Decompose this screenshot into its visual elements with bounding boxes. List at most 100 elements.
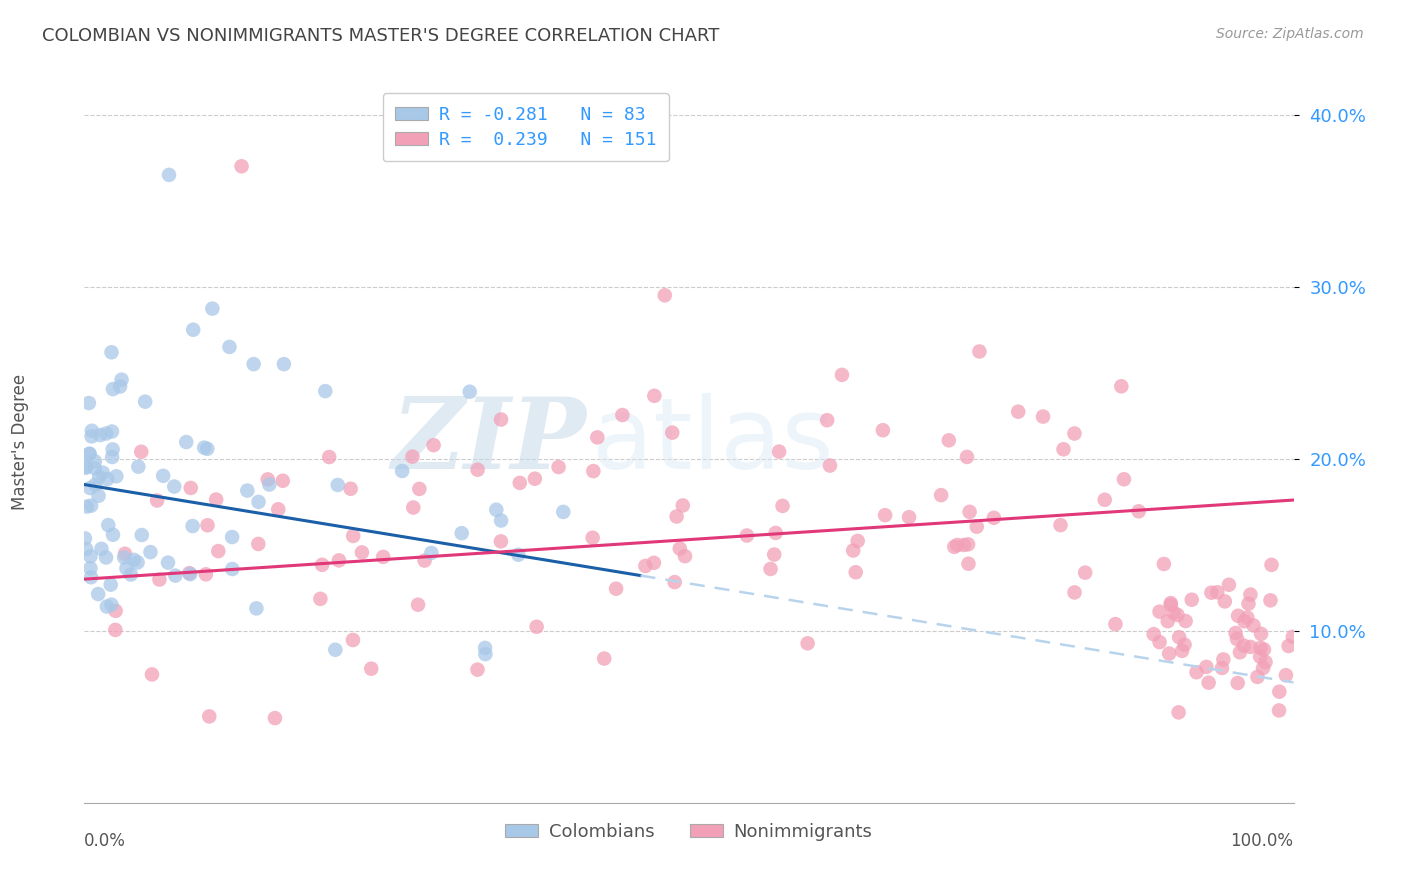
- Point: [966, 519, 988, 533]
- Point: [1171, 644, 1194, 658]
- Point: [73, 532, 96, 546]
- Point: [1275, 668, 1298, 682]
- Point: [101, 382, 124, 396]
- Point: [661, 425, 683, 440]
- Point: [474, 647, 496, 661]
- Point: [1226, 632, 1249, 646]
- Text: atlas: atlas: [592, 393, 834, 490]
- Point: [148, 573, 170, 587]
- Point: [179, 566, 201, 581]
- Point: [1249, 649, 1271, 664]
- Point: [110, 373, 132, 387]
- Point: [271, 474, 294, 488]
- Point: [77, 396, 100, 410]
- Point: [1226, 676, 1249, 690]
- Point: [1153, 557, 1175, 571]
- Point: [818, 458, 841, 473]
- Point: [101, 528, 124, 542]
- Point: [94, 550, 117, 565]
- Point: [256, 472, 278, 486]
- Point: [523, 472, 546, 486]
- Point: [75, 459, 97, 474]
- Point: [120, 567, 142, 582]
- Point: [489, 514, 512, 528]
- Point: [193, 441, 215, 455]
- Point: [1063, 426, 1085, 441]
- Point: [1268, 703, 1291, 717]
- Point: [83, 461, 105, 475]
- Text: ZIP: ZIP: [391, 393, 586, 490]
- Point: [129, 444, 152, 458]
- Point: [104, 604, 127, 618]
- Point: [1168, 630, 1191, 644]
- Point: [195, 442, 218, 456]
- Point: [221, 562, 243, 576]
- Point: [1246, 670, 1268, 684]
- Text: COLOMBIAN VS NONIMMIGRANTS MASTER'S DEGREE CORRELATION CHART: COLOMBIAN VS NONIMMIGRANTS MASTER'S DEGR…: [42, 27, 720, 45]
- Point: [181, 323, 204, 337]
- Point: [75, 541, 97, 556]
- Point: [79, 447, 101, 461]
- Point: [101, 442, 124, 457]
- Point: [247, 495, 270, 509]
- Point: [146, 493, 169, 508]
- Point: [1112, 472, 1135, 486]
- Point: [339, 482, 361, 496]
- Point: [422, 438, 444, 452]
- Point: [612, 408, 634, 422]
- Point: [489, 412, 512, 426]
- Point: [259, 477, 281, 491]
- Point: [318, 450, 340, 464]
- Point: [509, 475, 531, 490]
- Point: [408, 482, 430, 496]
- Point: [221, 530, 243, 544]
- Point: [1063, 585, 1085, 599]
- Point: [956, 450, 979, 464]
- Point: [929, 488, 952, 502]
- Legend: Colombians, Nonimmigrants: Colombians, Nonimmigrants: [498, 815, 880, 848]
- Point: [76, 500, 98, 514]
- Point: [89, 470, 111, 484]
- Point: [100, 598, 122, 612]
- Point: [342, 529, 364, 543]
- Point: [875, 508, 897, 523]
- Point: [373, 549, 395, 564]
- Point: [845, 566, 868, 580]
- Point: [643, 556, 665, 570]
- Point: [1218, 578, 1240, 592]
- Point: [1253, 642, 1275, 657]
- Point: [201, 301, 224, 316]
- Point: [157, 168, 180, 182]
- Point: [127, 556, 149, 570]
- Point: [180, 481, 202, 495]
- Point: [768, 444, 790, 458]
- Point: [96, 426, 118, 441]
- Point: [218, 340, 240, 354]
- Point: [1233, 614, 1256, 628]
- Point: [643, 389, 665, 403]
- Point: [79, 549, 101, 564]
- Point: [1143, 627, 1166, 641]
- Point: [75, 460, 97, 475]
- Point: [1074, 566, 1097, 580]
- Point: [360, 662, 382, 676]
- Point: [90, 541, 112, 556]
- Point: [1227, 608, 1250, 623]
- Point: [198, 709, 221, 723]
- Point: [1032, 409, 1054, 424]
- Point: [593, 651, 616, 665]
- Point: [1250, 640, 1272, 655]
- Point: [342, 632, 364, 647]
- Point: [247, 537, 270, 551]
- Point: [1213, 594, 1236, 608]
- Point: [526, 620, 548, 634]
- Point: [898, 510, 921, 524]
- Point: [1233, 639, 1256, 653]
- Point: [96, 472, 118, 486]
- Point: [842, 543, 865, 558]
- Point: [413, 553, 436, 567]
- Point: [194, 567, 217, 582]
- Point: [969, 344, 991, 359]
- Point: [1254, 655, 1277, 669]
- Point: [181, 519, 204, 533]
